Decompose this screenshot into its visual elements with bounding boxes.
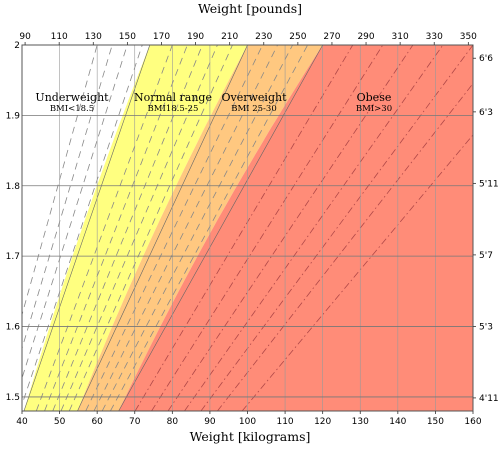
x-tick-label: 140 [389, 417, 406, 427]
bmi-guide-line [22, 45, 98, 317]
bmi-guide-line [22, 45, 143, 406]
bmi-guide-line [52, 45, 203, 411]
top-tick-label: 290 [357, 32, 374, 42]
region-boundary-line [23, 45, 151, 411]
region-range: BMI>30 [356, 104, 392, 114]
right-tick-label: 4'11 [479, 394, 499, 404]
region-boundary-line [77, 45, 248, 411]
region-name: Overweight [222, 91, 288, 104]
top-tick-label: 190 [187, 32, 204, 42]
region-name: Normal range [134, 91, 212, 104]
top-tick-label: 350 [460, 32, 477, 42]
right-tick-label: 5'11 [479, 179, 499, 189]
bmi-guide-line [68, 45, 233, 411]
x-tick-label: 110 [276, 417, 293, 427]
bmi-guide-line [22, 45, 128, 380]
top-tick-label: 170 [153, 32, 170, 42]
region-range: BMI<18.5 [50, 104, 94, 114]
region-obese [118, 45, 473, 411]
region-overweight [77, 45, 323, 411]
axis-ticks: 40 50 60 70 80 90 100 110 120 130 140 150 160 2 1.9 1.8… [6, 32, 499, 427]
bmi-guide-line [101, 45, 293, 411]
top-tick-label: 130 [85, 32, 102, 42]
bmi-guide-line [241, 134, 473, 411]
bmi-guide-line [200, 45, 473, 411]
region-boundary-line [118, 45, 323, 411]
right-tick-label: 5'7 [479, 251, 493, 261]
bmi-guide-line [22, 45, 113, 350]
region-range: BMI 25-30 [231, 104, 277, 114]
region-underweight [22, 45, 150, 411]
x-tick-label: 90 [204, 417, 216, 427]
y-tick-label: 1.7 [6, 252, 20, 262]
bmi-guide-line [93, 45, 278, 411]
x-tick-label: 150 [427, 417, 444, 427]
y-tick-label: 1.6 [6, 323, 21, 333]
x-tick-label: 40 [16, 417, 28, 427]
bmi-guide-line [35, 45, 173, 411]
bmi-guide-line [85, 45, 263, 411]
right-tick-label: 5'3 [479, 322, 493, 332]
bmi-guide-line [110, 45, 308, 411]
x-tick-label: 160 [464, 417, 481, 427]
x-tick-label: 70 [129, 417, 141, 427]
bmi-guide-line [60, 45, 218, 411]
y-tick-label: 1.5 [6, 393, 20, 403]
x-tick-label: 50 [54, 417, 66, 427]
right-tick-label: 6'3 [479, 108, 493, 118]
region-range: BMI18.5-25 [148, 104, 199, 114]
y-tick-label: 1.8 [6, 182, 21, 192]
right-tick-label: 6'6 [479, 54, 493, 64]
bmi-guide-lines [22, 45, 473, 411]
region-label-obese: Obese BMI>30 [356, 91, 392, 114]
y-tick-label: 2 [14, 41, 20, 51]
top-tick-label: 310 [392, 32, 409, 42]
chart-title: Weight [pounds] [198, 1, 302, 16]
x-axis-label: Weight [kilograms] [190, 429, 311, 444]
x-tick-label: 130 [352, 417, 369, 427]
region-label-normal: Normal range BMI18.5-25 [134, 91, 212, 114]
top-tick-label: 330 [426, 32, 443, 42]
top-tick-label: 150 [119, 32, 136, 42]
x-tick-label: 120 [314, 417, 331, 427]
region-label-underweight: Underweight BMI<18.5 [35, 91, 109, 114]
top-tick-label: 270 [323, 32, 340, 42]
top-tick-label: 230 [255, 32, 272, 42]
bmi-guide-line [44, 45, 188, 411]
top-tick-label: 210 [221, 32, 238, 42]
top-tick-label: 250 [289, 32, 306, 42]
x-tick-label: 80 [167, 417, 179, 427]
x-tick-label: 60 [91, 417, 103, 427]
region-label-overweight: Overweight BMI 25-30 [222, 91, 288, 114]
x-tick-label: 100 [239, 417, 256, 427]
bmi-guide-line [167, 45, 414, 411]
top-tick-label: 90 [19, 32, 31, 42]
region-name: Obese [357, 91, 392, 104]
y-tick-label: 1.9 [6, 111, 21, 121]
region-name: Underweight [35, 91, 109, 104]
top-tick-label: 110 [51, 32, 68, 42]
bmi-guide-line [184, 45, 444, 411]
bmi-guide-line [134, 45, 354, 411]
